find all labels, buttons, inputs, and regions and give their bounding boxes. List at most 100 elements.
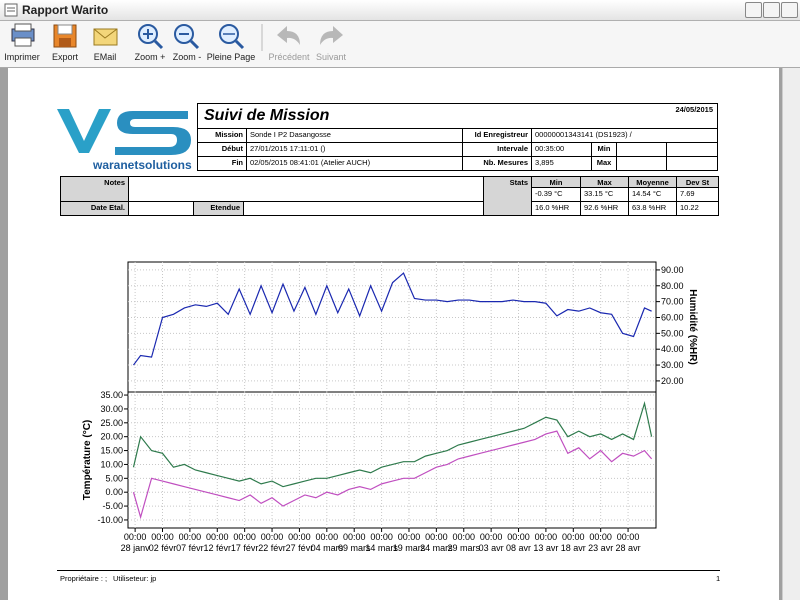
y-tick-label: 15.00 [100, 446, 123, 456]
x-tick-time: 00:00 [425, 532, 448, 542]
x-tick-label: 17 févr [231, 543, 259, 553]
logo-text: waranetsolutions [92, 158, 192, 172]
x-tick-label: 04 mars [311, 543, 344, 553]
y2-tick-label: 80.00 [661, 281, 684, 291]
previous-icon [277, 26, 300, 45]
x-tick-label: 29 mars [447, 543, 480, 553]
toolbar-button: Précédent [268, 52, 310, 62]
x-tick-time: 00:00 [316, 532, 339, 542]
table-cell: Suivi de Mission [197, 103, 718, 129]
scrollbar[interactable] [782, 68, 800, 600]
table-cell: 3,895 [531, 156, 592, 171]
zoom-out-icon [174, 24, 200, 50]
x-tick-time: 00:00 [124, 532, 147, 542]
table-cell: Stats [483, 176, 532, 216]
x-tick-label: 28 avr [616, 543, 641, 553]
x-tick-time: 00:00 [179, 532, 202, 542]
minimize-button[interactable] [745, 2, 762, 18]
table-cell: Nb. Mesures [462, 156, 532, 171]
y2-tick-label: 70.00 [661, 297, 684, 307]
footer-rule [57, 570, 720, 571]
x-tick-label: 07 févr [176, 543, 204, 553]
table-cell: 24/05/2015 [675, 105, 713, 114]
x-tick-label: 22 févr [258, 543, 286, 553]
table-cell: 63.8 %HR [628, 201, 677, 216]
y2-tick-label: 60.00 [661, 312, 684, 322]
x-tick-time: 00:00 [617, 532, 640, 542]
maximize-button[interactable] [763, 2, 780, 18]
toolbar-button[interactable]: Zoom - [172, 52, 202, 62]
y-tick-label: 20.00 [100, 432, 123, 442]
x-tick-time: 00:00 [480, 532, 503, 542]
next-icon [320, 26, 343, 45]
x-tick-time: 00:00 [261, 532, 284, 542]
data-line [132, 400, 653, 488]
y2-tick-label: 90.00 [661, 265, 684, 275]
y2-tick-label: 50.00 [661, 328, 684, 338]
y-tick-label: 10.00 [100, 459, 123, 469]
x-tick-label: 13 avr [533, 543, 558, 553]
footer-user: Utiliseteur: jp [113, 574, 157, 583]
window-title: Rapport Warito [22, 3, 109, 17]
x-tick-time: 00:00 [343, 532, 366, 542]
y2-tick-label: 20.00 [661, 376, 684, 386]
y-tick-label: 35.00 [100, 390, 123, 400]
toolbar-button[interactable]: Pleine Page [206, 52, 256, 62]
x-tick-label: 09 mars [338, 543, 371, 553]
toolbar-button[interactable]: Zoom + [134, 52, 166, 62]
toolbar: Imprimer Export EMail Zoom + Zoom - Plei… [0, 21, 800, 68]
print-icon [11, 23, 35, 47]
footer-owner: Propriétaire : ; [60, 574, 108, 583]
zoom-in-icon [138, 24, 164, 50]
toolbar-button: Suivant [315, 52, 347, 62]
x-tick-time: 00:00 [535, 532, 558, 542]
y-tick-label: 5.00 [105, 473, 123, 483]
footer-page: 1 [716, 574, 721, 583]
x-tick-label: 28 janv [121, 543, 151, 553]
y-tick-label: -5.00 [102, 501, 123, 511]
x-tick-time: 00:00 [370, 532, 393, 542]
logo-v [57, 109, 111, 153]
x-tick-time: 00:00 [452, 532, 475, 542]
table-cell: 02/05/2015 08:41:01 (Atelier AUCH) [246, 156, 463, 171]
toolbar-icons [11, 23, 343, 51]
y2-tick-label: 30.00 [661, 360, 684, 370]
table-cell: 10.22 [676, 201, 719, 216]
x-tick-time: 00:00 [151, 532, 174, 542]
data-line [132, 272, 652, 366]
y2-tick-label: 40.00 [661, 344, 684, 354]
x-tick-label: 27 févr [286, 543, 314, 553]
table-cell: Etendue [193, 201, 244, 216]
table-cell [666, 156, 718, 171]
x-tick-time: 00:00 [562, 532, 585, 542]
x-tick-label: 19 mars [393, 543, 426, 553]
x-tick-label: 08 avr [506, 543, 531, 553]
x-tick-label: 02 févr [149, 543, 177, 553]
toolbar-button[interactable]: Imprimer [4, 52, 40, 62]
x-tick-label: 18 avr [561, 543, 586, 553]
full-page-icon [219, 24, 245, 50]
x-tick-time: 00:00 [206, 532, 229, 542]
toolbar-button[interactable]: Export [51, 52, 79, 62]
y-tick-label: 30.00 [100, 404, 123, 414]
close-button[interactable] [781, 2, 798, 18]
email-icon [93, 28, 118, 46]
app-icon [4, 3, 18, 17]
data-line [132, 430, 653, 520]
logo: waranetsolutions [57, 109, 192, 172]
x-tick-time: 00:00 [398, 532, 421, 542]
y-axis-label: Température (°C) [82, 420, 93, 501]
x-tick-time: 00:00 [233, 532, 256, 542]
logo-s [115, 111, 191, 155]
title-bar: Rapport Warito [0, 0, 800, 21]
export-icon [53, 24, 77, 48]
x-tick-time: 00:00 [589, 532, 612, 542]
toolbar-button[interactable]: EMail [93, 52, 117, 62]
y-tick-label: 25.00 [100, 418, 123, 428]
x-tick-time: 00:00 [288, 532, 311, 542]
y-tick-label: 0.00 [105, 487, 123, 497]
x-tick-label: 23 avr [588, 543, 613, 553]
